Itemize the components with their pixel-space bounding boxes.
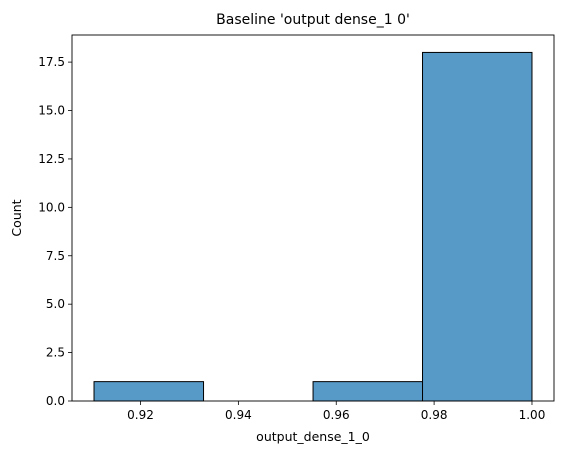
x-tick-label: 0.96	[323, 408, 350, 422]
y-tick-label: 7.5	[46, 249, 65, 263]
x-axis-label: output_dense_1_0	[256, 429, 370, 444]
y-axis-ticks: 0.0 2.5 5.0 7.5 10.0 12.5 15.0 17.5	[38, 55, 72, 408]
chart-title: Baseline 'output dense_1 0'	[216, 12, 410, 28]
y-tick-label: 5.0	[46, 297, 65, 311]
histogram-bar-2	[312, 381, 424, 402]
y-tick-label: 12.5	[38, 152, 65, 166]
bars-group	[93, 51, 533, 402]
y-tick-label: 10.0	[38, 200, 65, 214]
x-tick-label: 0.92	[127, 408, 154, 422]
plot-frame	[71, 34, 555, 402]
y-tick-label: 2.5	[46, 346, 65, 360]
y-tick-label: 15.0	[38, 104, 65, 118]
x-tick-label: 0.98	[421, 408, 448, 422]
x-tick-label: 1.00	[519, 408, 546, 422]
histogram-bar-3	[422, 51, 533, 402]
y-tick-label: 0.0	[46, 394, 65, 408]
y-tick-label: 17.5	[38, 55, 65, 69]
histogram-bar-0	[93, 381, 205, 402]
x-tick-label: 0.94	[225, 408, 252, 422]
y-axis-label: Count	[9, 199, 24, 236]
x-axis-ticks: 0.92 0.94 0.96 0.98 1.00	[127, 401, 545, 422]
